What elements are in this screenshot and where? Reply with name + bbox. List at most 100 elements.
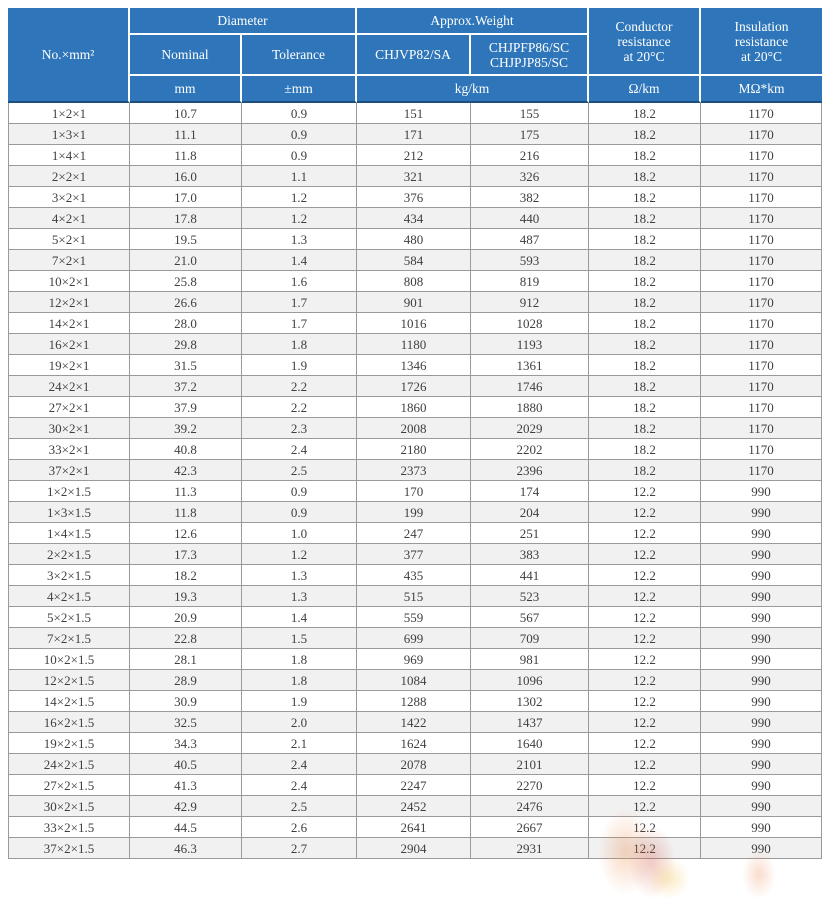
table-cell: 11.1 xyxy=(130,124,242,145)
row-label-cell: 3×2×1.5 xyxy=(8,565,130,586)
table-cell: 12.2 xyxy=(589,754,702,775)
table-cell: 12.2 xyxy=(589,712,702,733)
table-cell: 990 xyxy=(701,838,823,859)
table-header: No.×mm² Diameter Approx.Weight Conductor… xyxy=(8,8,823,103)
table-row: 10×2×1.5 28.1 1.8 969 981 12.2 990 xyxy=(8,649,823,670)
table-cell: 1.5 xyxy=(242,628,358,649)
table-cell: 18.2 xyxy=(589,124,702,145)
table-cell: 40.5 xyxy=(130,754,242,775)
table-cell: 709 xyxy=(471,628,590,649)
table-cell: 1746 xyxy=(471,376,590,397)
table-row: 19×2×1.5 34.3 2.1 1624 1640 12.2 990 xyxy=(8,733,823,754)
table-cell: 326 xyxy=(471,166,590,187)
row-label-cell: 2×2×1.5 xyxy=(8,544,130,565)
table-row: 14×2×1 28.0 1.7 1016 1028 18.2 1170 xyxy=(8,313,823,334)
table-cell: 819 xyxy=(471,271,590,292)
table-row: 30×2×1.5 42.9 2.5 2452 2476 12.2 990 xyxy=(8,796,823,817)
table-cell: 26.6 xyxy=(130,292,242,313)
table-cell: 990 xyxy=(701,817,823,838)
row-label-cell: 4×2×1.5 xyxy=(8,586,130,607)
row-label-cell: 27×2×1 xyxy=(8,397,130,418)
table-cell: 1170 xyxy=(701,334,823,355)
table-cell: 31.5 xyxy=(130,355,242,376)
table-cell: 28.0 xyxy=(130,313,242,334)
table-row: 12×2×1.5 28.9 1.8 1084 1096 12.2 990 xyxy=(8,670,823,691)
table-cell: 17.3 xyxy=(130,544,242,565)
table-cell: 42.9 xyxy=(130,796,242,817)
table-row: 24×2×1.5 40.5 2.4 2078 2101 12.2 990 xyxy=(8,754,823,775)
table-cell: 1726 xyxy=(357,376,472,397)
table-cell: 39.2 xyxy=(130,418,242,439)
table-cell: 0.9 xyxy=(242,481,358,502)
table-cell: 1.7 xyxy=(242,292,358,313)
row-label-cell: 19×2×1.5 xyxy=(8,733,130,754)
unit-mm: mm xyxy=(130,76,242,103)
header-diameter-group: Diameter xyxy=(130,8,358,35)
unit-kg-per-km: kg/km xyxy=(357,76,590,103)
table-cell: 2.5 xyxy=(242,796,358,817)
table-cell: 44.5 xyxy=(130,817,242,838)
table-cell: 12.2 xyxy=(589,817,702,838)
table-cell: 2667 xyxy=(471,817,590,838)
table-cell: 2.3 xyxy=(242,418,358,439)
header-insulation-resistance: Insulation resistance at 20°C xyxy=(701,8,823,76)
row-label-cell: 12×2×1.5 xyxy=(8,670,130,691)
table-row: 1×2×1.5 11.3 0.9 170 174 12.2 990 xyxy=(8,481,823,502)
table-row: 37×2×1.5 46.3 2.7 2904 2931 12.2 990 xyxy=(8,838,823,859)
table-cell: 1170 xyxy=(701,313,823,334)
table-cell: 1028 xyxy=(471,313,590,334)
table-cell: 901 xyxy=(357,292,472,313)
table-cell: 22.8 xyxy=(130,628,242,649)
table-cell: 12.2 xyxy=(589,481,702,502)
table-cell: 990 xyxy=(701,586,823,607)
table-cell: 12.2 xyxy=(589,502,702,523)
table-cell: 2180 xyxy=(357,439,472,460)
table-cell: 18.2 xyxy=(589,166,702,187)
row-label-cell: 7×2×1 xyxy=(8,250,130,271)
row-label-cell: 33×2×1 xyxy=(8,439,130,460)
table-cell: 1361 xyxy=(471,355,590,376)
table-row: 4×2×1 17.8 1.2 434 440 18.2 1170 xyxy=(8,208,823,229)
table-cell: 18.2 xyxy=(589,145,702,166)
table-cell: 1288 xyxy=(357,691,472,712)
table-cell: 1422 xyxy=(357,712,472,733)
table-cell: 17.8 xyxy=(130,208,242,229)
table-row: 16×2×1.5 32.5 2.0 1422 1437 12.2 990 xyxy=(8,712,823,733)
header-model-chjvp82: CHJVP82/SA xyxy=(357,35,472,76)
table-row: 2×2×1.5 17.3 1.2 377 383 12.2 990 xyxy=(8,544,823,565)
row-label-cell: 7×2×1.5 xyxy=(8,628,130,649)
table-cell: 2.4 xyxy=(242,775,358,796)
table-cell: 981 xyxy=(471,649,590,670)
row-label-cell: 1×4×1.5 xyxy=(8,523,130,544)
table-row: 30×2×1 39.2 2.3 2008 2029 18.2 1170 xyxy=(8,418,823,439)
header-model-chjpfp86: CHJPFP86/SC CHJPJP85/SC xyxy=(471,35,590,76)
table-cell: 321 xyxy=(357,166,472,187)
table-cell: 376 xyxy=(357,187,472,208)
table-cell: 1.3 xyxy=(242,565,358,586)
table-row: 5×2×1 19.5 1.3 480 487 18.2 1170 xyxy=(8,229,823,250)
table-cell: 21.0 xyxy=(130,250,242,271)
table-cell: 12.2 xyxy=(589,523,702,544)
table-row: 10×2×1 25.8 1.6 808 819 18.2 1170 xyxy=(8,271,823,292)
table-cell: 11.8 xyxy=(130,502,242,523)
table-cell: 18.2 xyxy=(589,334,702,355)
table-cell: 990 xyxy=(701,565,823,586)
table-cell: 18.2 xyxy=(130,565,242,586)
table-cell: 18.2 xyxy=(589,439,702,460)
table-cell: 2452 xyxy=(357,796,472,817)
row-label-cell: 27×2×1.5 xyxy=(8,775,130,796)
row-label-cell: 1×2×1 xyxy=(8,103,130,124)
unit-mohm-km: MΩ*km xyxy=(701,76,823,103)
table-cell: 1.4 xyxy=(242,250,358,271)
table-cell: 12.2 xyxy=(589,649,702,670)
table-cell: 19.3 xyxy=(130,586,242,607)
table-cell: 10.7 xyxy=(130,103,242,124)
table-cell: 0.9 xyxy=(242,124,358,145)
table-cell: 487 xyxy=(471,229,590,250)
row-label-cell: 5×2×1.5 xyxy=(8,607,130,628)
row-label-cell: 16×2×1 xyxy=(8,334,130,355)
table-cell: 699 xyxy=(357,628,472,649)
table-cell: 12.2 xyxy=(589,838,702,859)
table-cell: 18.2 xyxy=(589,229,702,250)
table-cell: 1170 xyxy=(701,250,823,271)
